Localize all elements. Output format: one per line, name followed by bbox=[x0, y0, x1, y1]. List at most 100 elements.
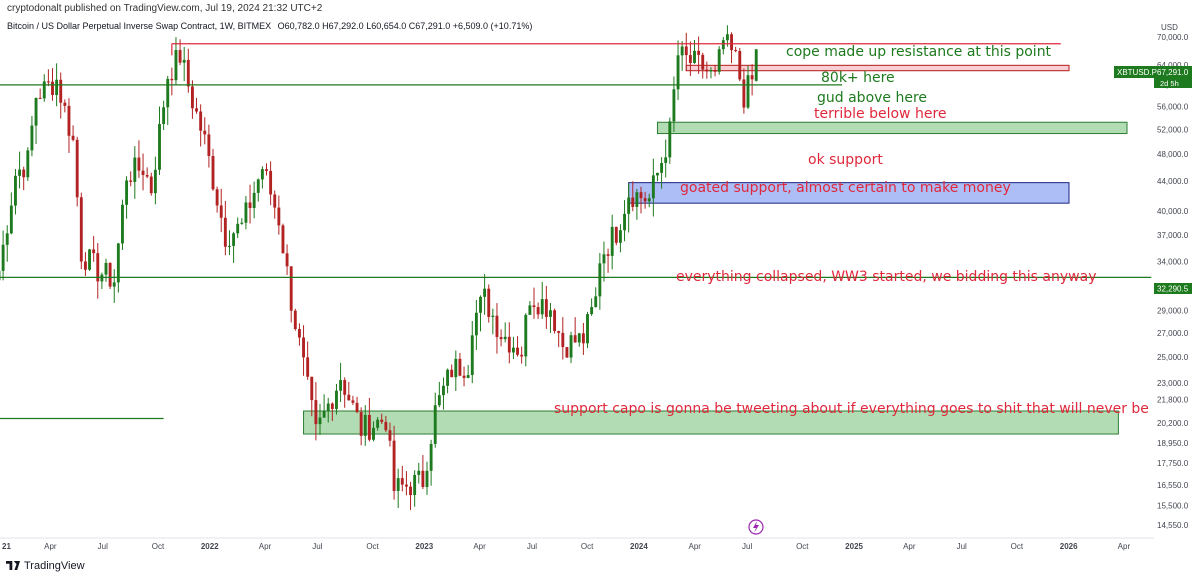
candle-body bbox=[112, 282, 116, 287]
candle-body bbox=[610, 226, 614, 256]
tradingview-logo[interactable]: TradingView bbox=[6, 560, 85, 572]
candle-body bbox=[573, 335, 577, 343]
candle-body bbox=[215, 189, 219, 206]
candle-body bbox=[199, 111, 203, 131]
candle-body bbox=[425, 470, 429, 487]
candle-body bbox=[553, 310, 557, 332]
candle-body bbox=[454, 358, 458, 378]
candle-body bbox=[248, 202, 252, 208]
candle-body bbox=[388, 430, 392, 441]
candle-body bbox=[676, 55, 680, 90]
price-tick-label: 21,800.0 bbox=[1157, 395, 1189, 404]
time-tick-label: Jul bbox=[957, 542, 967, 551]
candle-body bbox=[232, 233, 236, 246]
candle-body bbox=[141, 170, 145, 175]
candle-body bbox=[528, 305, 532, 315]
time-tick-label: Oct bbox=[1011, 542, 1024, 551]
price-tick-label: 44,000.0 bbox=[1157, 177, 1189, 186]
candle-body bbox=[734, 50, 738, 52]
candle-body bbox=[322, 410, 326, 418]
candle-body bbox=[1, 244, 5, 271]
time-tick-label: Jul bbox=[742, 542, 752, 551]
candle-body bbox=[709, 69, 713, 72]
price-tick-label: 48,000.0 bbox=[1157, 150, 1189, 159]
candle-body bbox=[487, 288, 491, 317]
time-tick-label: Apr bbox=[1118, 542, 1131, 551]
zone-layer bbox=[303, 64, 1128, 435]
candle-body bbox=[738, 50, 742, 80]
candle-body bbox=[516, 347, 519, 355]
candle-body bbox=[549, 310, 552, 317]
candle-body bbox=[602, 254, 606, 264]
price-tick-label: 20,200.0 bbox=[1157, 419, 1189, 428]
candle-body bbox=[618, 230, 622, 243]
candle-body bbox=[470, 335, 474, 376]
candle-body bbox=[647, 198, 651, 202]
ohlc-values: O60,782.0 H67,292.0 L60,654.0 C67,291.0 … bbox=[277, 21, 533, 31]
candle-body bbox=[495, 315, 499, 338]
candle-body bbox=[92, 249, 96, 254]
price-axis[interactable]: USD 70,000.064,000.060,000.056,000.052,0… bbox=[1114, 0, 1200, 540]
candle-body bbox=[400, 478, 404, 485]
time-tick-label: Oct bbox=[152, 542, 165, 551]
candle-body bbox=[614, 226, 618, 243]
zone-green bbox=[656, 121, 1128, 135]
time-tick-label: Oct bbox=[796, 542, 809, 551]
candle-body bbox=[367, 414, 371, 440]
candle-body bbox=[55, 79, 59, 95]
price-tick-label: 18,950.0 bbox=[1157, 439, 1189, 448]
candle-body bbox=[273, 194, 277, 208]
candle-body bbox=[170, 78, 174, 81]
price-tick-label: 70,000.0 bbox=[1157, 33, 1189, 42]
candle-body bbox=[392, 440, 396, 491]
candle-body bbox=[359, 412, 363, 436]
candle-body bbox=[158, 124, 161, 170]
level-price-value: 32,290.5 bbox=[1157, 285, 1189, 294]
chart-title: Bitcoin / US Dollar Perpetual Inverse Sw… bbox=[7, 21, 532, 31]
candle-body bbox=[701, 54, 705, 70]
candle-body bbox=[730, 34, 733, 51]
candle-body bbox=[240, 222, 244, 224]
lightning-icon[interactable] bbox=[748, 519, 764, 535]
time-tick-label: Apr bbox=[689, 542, 702, 551]
price-tick-label: 40,000.0 bbox=[1157, 207, 1189, 216]
candle-body bbox=[491, 315, 495, 317]
candle-body bbox=[83, 261, 87, 270]
price-tick-label: 52,000.0 bbox=[1157, 125, 1189, 134]
candle-body bbox=[557, 331, 561, 333]
time-axis[interactable]: 21 Apr Jul Oct 2022 Apr Jul Oct 2023 Apr Jul Oct 202… bbox=[0, 537, 1154, 551]
candle-body bbox=[404, 484, 408, 487]
candle-body bbox=[302, 337, 305, 358]
candle-body bbox=[688, 55, 692, 63]
candle-body bbox=[462, 375, 466, 378]
candle-body bbox=[417, 470, 421, 475]
candle-body bbox=[668, 121, 672, 158]
candle-body bbox=[306, 357, 310, 377]
candle-body bbox=[129, 180, 133, 182]
candle-body bbox=[437, 395, 441, 406]
candle-body bbox=[252, 192, 256, 208]
candle-body bbox=[195, 108, 198, 112]
candle-body bbox=[211, 155, 215, 190]
zone-green bbox=[303, 410, 1119, 435]
candle-body bbox=[289, 266, 293, 311]
candle-body bbox=[281, 225, 285, 254]
candle-body bbox=[186, 59, 190, 87]
candle-body bbox=[108, 262, 112, 287]
candle-body bbox=[643, 198, 647, 202]
tradingview-logo-icon bbox=[6, 561, 20, 570]
price-tick-label: 29,000.0 bbox=[1157, 307, 1189, 316]
countdown-tag bbox=[1154, 78, 1192, 88]
price-tick-label: 37,000.0 bbox=[1157, 231, 1189, 240]
candle-body bbox=[79, 197, 83, 262]
candle-body bbox=[219, 205, 223, 218]
candle-body bbox=[203, 130, 207, 135]
candle-body bbox=[14, 175, 17, 206]
candle-body bbox=[293, 310, 297, 330]
candle-body bbox=[697, 50, 701, 55]
last-price-tag bbox=[1114, 66, 1192, 78]
candle-body bbox=[330, 403, 334, 409]
candle-body bbox=[343, 380, 347, 395]
annotation-ok-support: ok support bbox=[808, 152, 883, 168]
